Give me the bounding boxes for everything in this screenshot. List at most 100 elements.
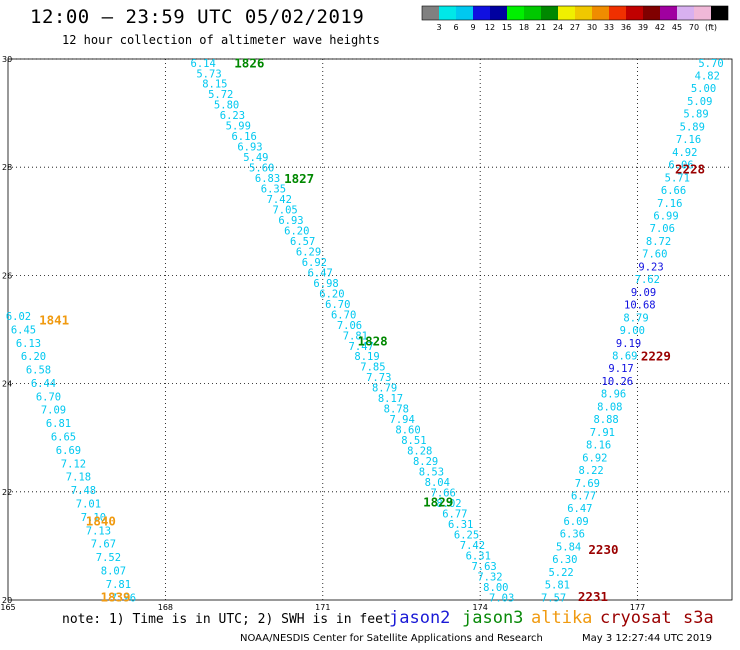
swh-value: 7.85 <box>360 362 385 374</box>
colorbar-swatch <box>626 6 643 20</box>
swh-value: 8.28 <box>407 446 432 458</box>
swh-value: 4.82 <box>695 71 720 83</box>
swh-value: 6.13 <box>16 338 41 350</box>
credit-text: NOAA/NESDIS Center for Satellite Applica… <box>240 633 543 644</box>
swh-value: 7.73 <box>366 372 391 384</box>
pass-label: 1827 <box>284 171 314 186</box>
swh-value: 8.72 <box>646 236 671 248</box>
swh-value: 6.81 <box>46 418 71 430</box>
pass-label: 2228 <box>675 161 705 176</box>
x-tick-label: 177 <box>630 603 645 612</box>
colorbar-swatch <box>524 6 541 20</box>
swh-value: 5.49 <box>243 152 268 164</box>
swh-value: 6.57 <box>290 236 315 248</box>
colorbar-label: 12 <box>485 23 495 32</box>
swh-value: 7.42 <box>267 194 292 206</box>
colorbar-label: 36 <box>621 23 631 32</box>
swh-value: 5.81 <box>545 580 570 592</box>
swh-value: 5.99 <box>226 121 251 133</box>
y-tick-label: 30 <box>2 55 12 64</box>
swh-value: 6.44 <box>31 378 56 390</box>
legend-jason3: jason3 <box>462 608 524 628</box>
swh-value: 6.92 <box>302 257 327 269</box>
colorbar-label: 30 <box>587 23 597 32</box>
swh-value: 5.84 <box>556 541 581 553</box>
swh-value: 8.79 <box>623 312 648 324</box>
swh-value: 7.06 <box>337 320 362 332</box>
swh-value: 7.67 <box>91 539 116 551</box>
swh-value: 5.73 <box>196 68 221 80</box>
colorbar-swatch <box>422 6 439 20</box>
colorbar-swatch <box>507 6 524 20</box>
colorbar-swatch <box>711 6 728 20</box>
swh-value: 7.10 <box>81 512 106 524</box>
pass-label: 2229 <box>641 349 671 364</box>
pass-label: 1826 <box>234 55 264 70</box>
pass-label: 1839 <box>100 589 130 604</box>
swh-value: 5.89 <box>683 109 708 121</box>
y-tick-label: 22 <box>2 488 12 497</box>
swh-value: 7.81 <box>106 579 131 591</box>
swh-value: 7.57 <box>541 592 566 604</box>
swh-value: 6.31 <box>448 519 473 531</box>
pass-label: 1841 <box>39 312 69 327</box>
swh-value: 6.25 <box>454 529 479 541</box>
swh-value: 6.92 <box>582 452 607 464</box>
colorbar-label: 27 <box>570 23 580 32</box>
pass-label: 1828 <box>358 333 388 348</box>
pass-label: 2230 <box>588 542 618 557</box>
swh-value: 7.62 <box>635 274 660 286</box>
swh-value: 9.19 <box>616 338 641 350</box>
swh-value: 7.96 <box>111 592 136 604</box>
swh-value: 8.16 <box>586 440 611 452</box>
pass-label: 1840 <box>86 514 116 529</box>
swh-value: 6.20 <box>21 351 46 363</box>
swh-value: 8.04 <box>425 477 450 489</box>
swh-value: 6.02 <box>6 311 31 323</box>
swh-value: 5.60 <box>249 163 274 175</box>
legend-altika: altika <box>531 608 593 628</box>
y-tick-label: 20 <box>2 596 12 605</box>
swh-value: 6.47 <box>308 267 333 279</box>
colorbar-swatch <box>592 6 609 20</box>
swh-value: 7.03 <box>489 592 514 604</box>
swh-value: 7.48 <box>71 485 96 497</box>
swh-value: 6.20 <box>319 288 344 300</box>
swh-value: 7.81 <box>343 330 368 342</box>
swh-value: 8.60 <box>395 425 420 437</box>
swh-value: 8.78 <box>384 404 409 416</box>
swh-value: 8.29 <box>413 456 438 468</box>
colorbar-label: 18 <box>519 23 529 32</box>
plot-frame <box>7 58 733 601</box>
legend-s3a: s3a <box>683 608 714 628</box>
colorbar-label: 45 <box>672 23 682 32</box>
swh-value: 6.30 <box>552 554 577 566</box>
legend-jason2: jason2 <box>389 608 451 628</box>
swh-value: 10.68 <box>624 300 656 312</box>
chart-subtitle: 12 hour collection of altimeter wave hei… <box>62 33 380 47</box>
swh-value: 7.32 <box>477 571 502 583</box>
colorbar-swatch <box>439 6 456 20</box>
swh-value: 6.83 <box>255 173 280 185</box>
swh-value: 5.70 <box>698 58 723 70</box>
swh-value: 7.63 <box>471 561 496 573</box>
swh-value: 6.09 <box>563 516 588 528</box>
x-tick-label: 168 <box>158 603 173 612</box>
swh-value: 6.45 <box>11 324 36 336</box>
swh-value: 6.47 <box>567 503 592 515</box>
colorbar-label: 3 <box>436 23 441 32</box>
swh-value: 7.91 <box>590 427 615 439</box>
swh-value: 7.01 <box>76 499 101 511</box>
swh-value: 8.07 <box>101 566 126 578</box>
swh-value: 7.42 <box>460 540 485 552</box>
swh-value: 6.70 <box>331 309 356 321</box>
swh-value: 5.00 <box>691 83 716 95</box>
swh-value: 8.79 <box>372 383 397 395</box>
colorbar-label: 15 <box>502 23 512 32</box>
swh-value: 8.53 <box>419 467 444 479</box>
swh-value: 7.09 <box>41 405 66 417</box>
swh-value: 7.60 <box>642 249 667 261</box>
swh-value: 6.98 <box>313 278 338 290</box>
